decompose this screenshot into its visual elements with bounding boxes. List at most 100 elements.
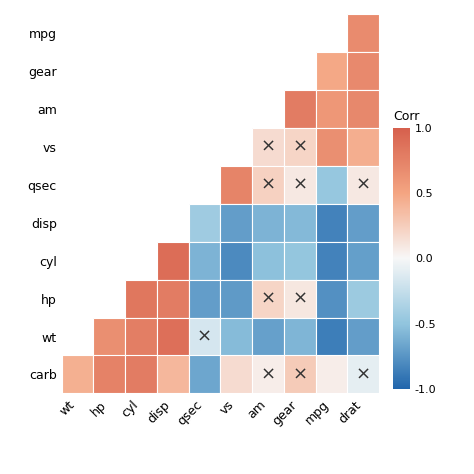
Bar [284,280,316,318]
Bar [316,204,347,242]
Bar [93,356,125,393]
Bar [157,204,189,242]
Bar [316,52,347,90]
Bar [347,356,379,393]
Bar [62,90,93,128]
Bar [157,14,189,52]
Bar [347,204,379,242]
Bar [252,166,284,204]
Bar [220,166,252,204]
Bar [252,280,284,318]
Bar [316,242,347,280]
Text: ×: × [261,176,275,194]
Bar [220,204,252,242]
Bar [93,280,125,318]
Bar [157,318,189,356]
Bar [125,204,157,242]
Bar [252,52,284,90]
Bar [347,14,379,52]
Bar [125,242,157,280]
Bar [316,280,347,318]
Text: ×: × [356,176,371,194]
Bar [62,280,93,318]
Bar [189,90,220,128]
Bar [125,52,157,90]
Bar [189,166,220,204]
Bar [62,356,93,393]
Bar [157,356,189,393]
Bar [62,166,93,204]
Bar [93,204,125,242]
Bar [189,52,220,90]
Bar [284,128,316,166]
Bar [220,356,252,393]
Bar [347,242,379,280]
Bar [93,52,125,90]
Bar [189,14,220,52]
Text: ×: × [292,176,307,194]
Bar [347,90,379,128]
Bar [252,128,284,166]
Bar [125,90,157,128]
Text: ×: × [292,138,307,156]
Bar [157,90,189,128]
Bar [93,14,125,52]
Bar [189,280,220,318]
Bar [125,166,157,204]
Bar [62,14,93,52]
Bar [62,204,93,242]
Text: ×: × [261,365,275,383]
Bar [189,128,220,166]
Bar [62,242,93,280]
Bar [157,128,189,166]
Bar [252,90,284,128]
Bar [220,14,252,52]
Bar [252,318,284,356]
Bar [189,356,220,393]
Bar [93,242,125,280]
Text: Corr: Corr [393,109,420,123]
Bar [62,318,93,356]
Bar [284,166,316,204]
Bar [220,318,252,356]
Bar [220,52,252,90]
Bar [93,90,125,128]
Text: ×: × [261,138,275,156]
Bar [347,166,379,204]
Bar [220,242,252,280]
Bar [316,318,347,356]
Bar [93,166,125,204]
Bar [252,242,284,280]
Bar [316,90,347,128]
Bar [157,166,189,204]
Bar [125,318,157,356]
Bar [347,52,379,90]
Bar [316,356,347,393]
Bar [316,14,347,52]
Bar [93,318,125,356]
Bar [189,204,220,242]
Bar [347,318,379,356]
Text: ×: × [292,290,307,308]
Bar [284,14,316,52]
Text: ×: × [261,290,275,308]
Bar [316,128,347,166]
Bar [316,166,347,204]
Bar [252,356,284,393]
Bar [284,356,316,393]
Bar [252,204,284,242]
Bar [252,14,284,52]
Bar [284,242,316,280]
Bar [220,90,252,128]
Bar [157,52,189,90]
Bar [62,128,93,166]
Bar [220,280,252,318]
Bar [284,318,316,356]
Bar [347,128,379,166]
Text: ×: × [197,328,212,346]
Bar [157,242,189,280]
Bar [189,242,220,280]
Bar [284,90,316,128]
Text: ×: × [356,365,371,383]
Bar [125,356,157,393]
